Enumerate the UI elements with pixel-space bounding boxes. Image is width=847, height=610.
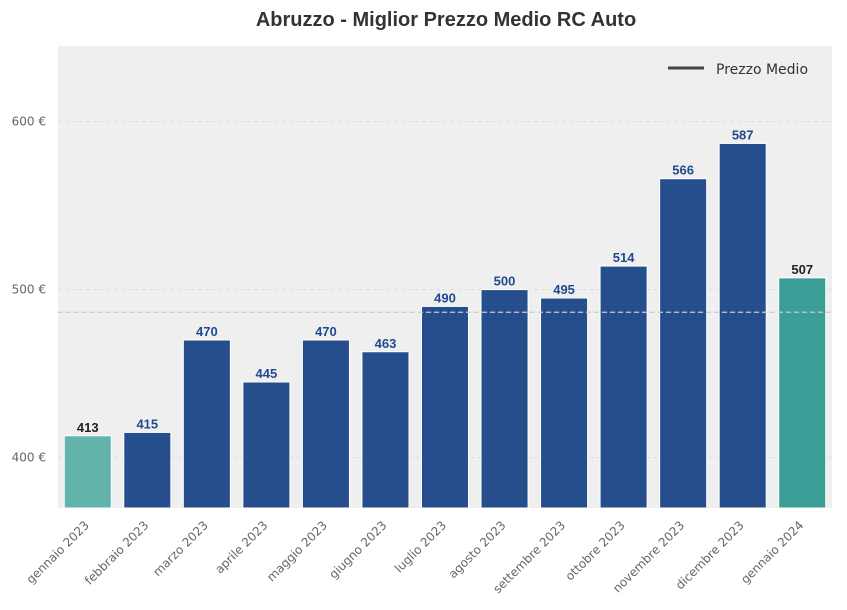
data-label: 490 <box>434 290 456 305</box>
legend-label: Prezzo Medio <box>716 62 808 78</box>
data-label: 566 <box>672 163 694 178</box>
x-tick-label: giugno 2023 <box>326 518 389 581</box>
data-label: 445 <box>256 366 278 381</box>
bar <box>123 431 172 509</box>
bar <box>540 297 589 509</box>
chart-title: Abruzzo - Miglior Prezzo Medio RC Auto <box>256 9 636 31</box>
x-tick-label: gennaio 2023 <box>24 518 92 586</box>
x-tick-label: marzo 2023 <box>150 518 211 579</box>
data-label: 514 <box>613 250 635 265</box>
data-label: 587 <box>732 127 754 142</box>
x-tick-label: luglio 2023 <box>392 518 449 575</box>
x-tick-label: agosto 2023 <box>446 518 509 581</box>
data-label: 495 <box>553 282 575 297</box>
bar <box>480 289 529 509</box>
x-tick-label: ottobre 2023 <box>563 518 628 583</box>
data-labels: 413 415 470 445 470 463 490 500 495 514 566 587 507 <box>77 127 813 434</box>
bar <box>301 339 350 509</box>
x-tick-label: aprile 2023 <box>212 518 270 576</box>
data-label: 463 <box>375 336 397 351</box>
bar <box>718 142 767 509</box>
data-label: 507 <box>791 262 813 277</box>
bar <box>778 277 827 509</box>
data-label: 470 <box>315 324 337 339</box>
bar <box>599 265 648 509</box>
data-label: 413 <box>77 420 99 435</box>
bar <box>63 435 112 509</box>
bar <box>361 351 410 509</box>
y-tick-label: 500 € <box>12 283 46 297</box>
data-label: 415 <box>136 416 158 431</box>
legend: Prezzo Medio <box>668 62 808 78</box>
bar <box>182 339 231 509</box>
data-label: 500 <box>494 274 516 289</box>
bar <box>659 178 708 509</box>
bar <box>420 305 470 509</box>
y-tick-label: 400 € <box>12 451 46 465</box>
y-tick-label: 600 € <box>12 115 46 129</box>
x-tick-label: gennaio 2024 <box>738 518 806 586</box>
bars <box>63 142 827 509</box>
y-axis-ticks: 400 € 500 € 600 € <box>12 115 46 465</box>
bar <box>242 381 291 509</box>
data-label: 470 <box>196 324 218 339</box>
x-tick-label: maggio 2023 <box>264 518 330 584</box>
x-tick-label: febbraio 2023 <box>82 518 151 587</box>
